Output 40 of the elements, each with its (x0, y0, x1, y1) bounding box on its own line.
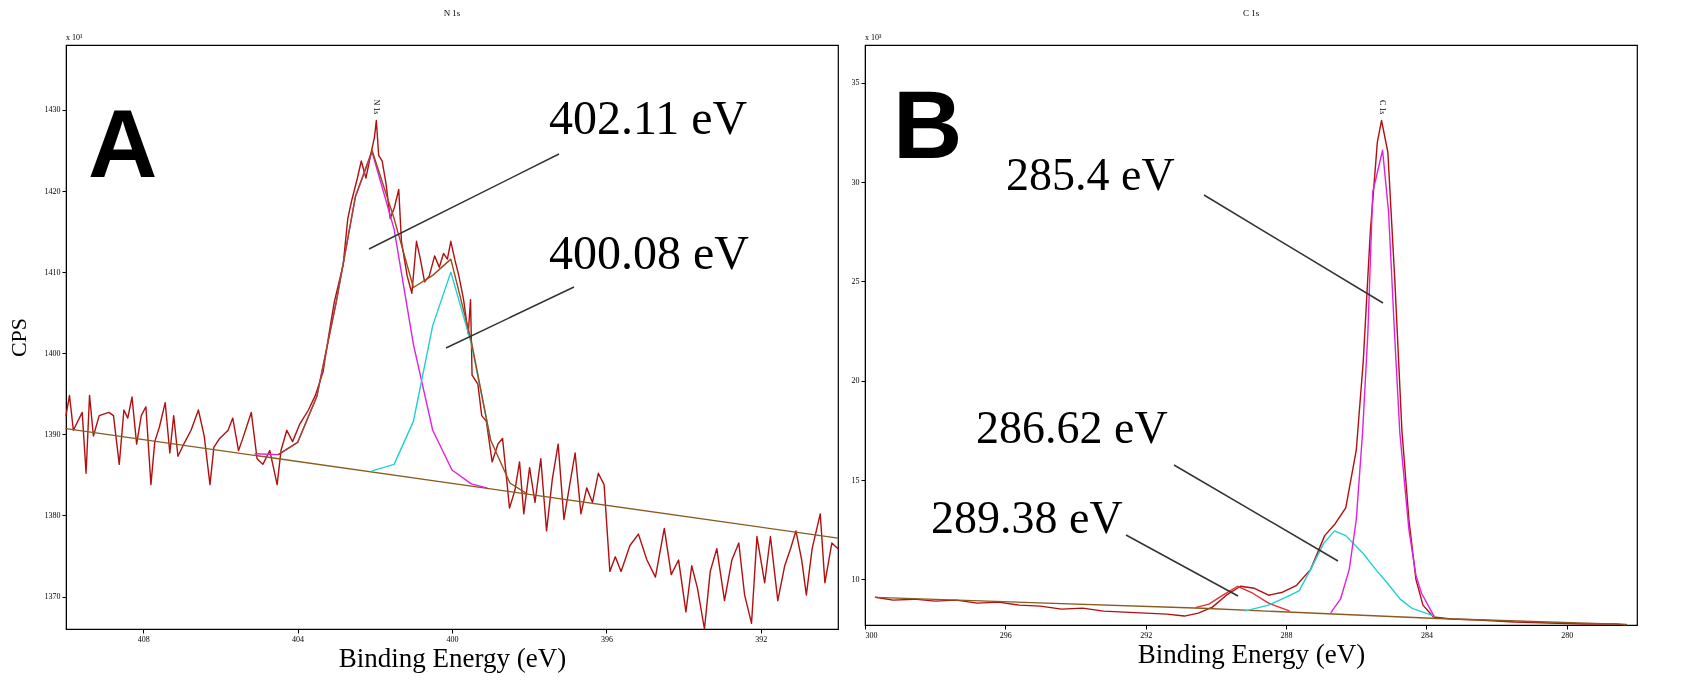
y-tick-label: 35 (851, 78, 860, 88)
y-tick-label: 25 (851, 276, 860, 286)
y-tick-label: 1380 (44, 510, 61, 520)
annotation: A (88, 90, 158, 197)
x-tick-label: 400 (446, 634, 459, 644)
annotation: C 1s (1377, 100, 1387, 115)
x-tick-label: 284 (1420, 630, 1433, 640)
annotation: B (893, 71, 963, 178)
y-axis-title: CPS (5, 317, 31, 358)
x-tick-label: 296 (999, 630, 1012, 640)
annotation: 285.4 eV (1006, 149, 1175, 200)
text: x 10³ (865, 33, 882, 42)
x-tick-label: 288 (1280, 630, 1293, 640)
y-tick-label: 20 (851, 376, 860, 386)
chart-title: C 1s (1242, 8, 1260, 18)
x-tick-label: 292 (1140, 630, 1153, 640)
y-tick-label: 10 (851, 574, 860, 584)
annotation: 286.62 eV (976, 402, 1168, 453)
annotation: N 1s (372, 99, 382, 115)
chart-title: N 1s (443, 8, 461, 18)
y-tick-label: 1370 (44, 592, 61, 602)
x-tick-label: 280 (1561, 630, 1574, 640)
x-tick-label: 408 (137, 634, 150, 644)
x-tick-label: 392 (755, 634, 768, 644)
annotation: 400.08 eV (549, 226, 750, 279)
annotation: 402.11 eV (549, 91, 748, 144)
x-axis-title: Binding Energy (eV) (1137, 638, 1366, 669)
x-tick-label: 300 (865, 630, 878, 640)
y-tick-label: 1400 (44, 348, 61, 358)
annotation: 289.38 eV (931, 492, 1123, 543)
y-tick-label: 30 (851, 177, 860, 187)
x-axis-title: Binding Energy (eV) (338, 642, 567, 673)
y-tick-label: 1390 (44, 429, 61, 439)
x-tick-label: 396 (600, 634, 613, 644)
y-tick-label: 1420 (44, 186, 61, 196)
y-tick-label: 1410 (44, 267, 61, 277)
text: x 10¹ (66, 33, 83, 42)
y-tick-label: 15 (851, 475, 860, 485)
x-tick-label: 404 (292, 634, 305, 644)
y-tick-label: 1430 (44, 105, 61, 115)
